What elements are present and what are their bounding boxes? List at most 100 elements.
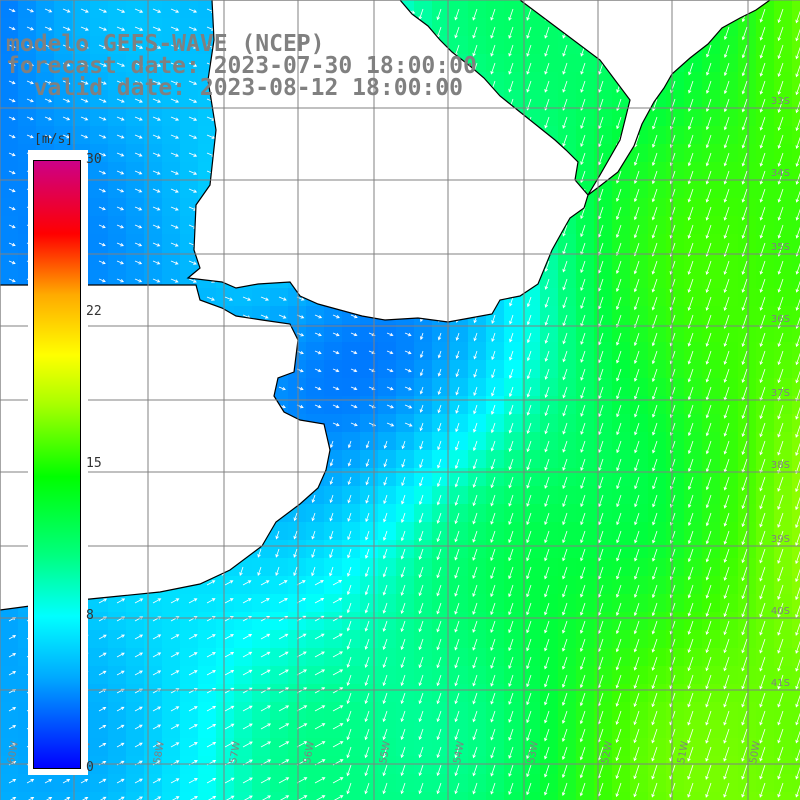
- wind-arrow: [544, 80, 550, 93]
- wind-arrow: [134, 206, 143, 211]
- wind-arrow: [508, 44, 514, 57]
- wind-cell: [306, 792, 324, 800]
- wind-arrow: [598, 62, 604, 75]
- wind-arrow: [472, 26, 478, 39]
- colorbar-tick-15: 15: [86, 456, 102, 471]
- wind-cell: [594, 792, 612, 800]
- wind-arrow: [759, 206, 766, 221]
- wind-cell: [90, 792, 108, 800]
- wind-arrow: [490, 44, 496, 57]
- wind-arrow: [188, 8, 198, 13]
- wind-arrow: [795, 190, 800, 203]
- wind-arrow: [759, 26, 766, 41]
- wind-arrow: [777, 260, 784, 275]
- wind-arrow: [278, 296, 287, 301]
- wind-arrow: [741, 26, 748, 41]
- wind-arrow: [777, 134, 784, 149]
- wind-arrow: [170, 8, 180, 13]
- wind-arrow: [741, 278, 748, 293]
- wind-arrow: [188, 260, 197, 265]
- wind-arrow: [170, 116, 180, 121]
- wind-arrow: [615, 296, 622, 310]
- wind-arrow: [598, 188, 604, 202]
- wind-cell: [792, 72, 800, 90]
- wind-arrow: [508, 80, 514, 93]
- wind-arrow: [98, 8, 108, 13]
- wind-arrow: [490, 8, 496, 21]
- wind-cell: [144, 792, 162, 800]
- wind-arrow: [723, 260, 730, 275]
- wind-arrow: [62, 62, 71, 67]
- wind-cell: [540, 792, 558, 800]
- wind-arrow: [526, 8, 532, 21]
- colorbar-tick-22: 22: [86, 304, 102, 319]
- wind-arrow: [508, 62, 514, 75]
- wind-cell: [180, 792, 198, 800]
- wind-arrow: [152, 278, 161, 283]
- wind-cell: [792, 630, 800, 648]
- wind-arrow: [741, 116, 748, 131]
- wind-arrow: [759, 296, 766, 311]
- wind-arrow: [188, 188, 198, 193]
- wind-arrow: [759, 170, 766, 185]
- wind-arrow: [562, 260, 568, 273]
- wind-cell: [72, 792, 90, 800]
- wind-cell: [792, 612, 800, 630]
- wind-arrow: [152, 8, 162, 13]
- wind-arrow: [80, 62, 89, 67]
- wind-arrow: [651, 188, 658, 203]
- wind-arrow: [134, 98, 143, 103]
- wind-arrow: [759, 134, 766, 149]
- wind-arrow: [8, 278, 16, 283]
- wind-arrow: [562, 116, 568, 129]
- wind-arrow: [134, 26, 144, 31]
- wind-arrow: [526, 314, 532, 326]
- wind-cell: [792, 666, 800, 684]
- wind-arrow: [116, 224, 125, 229]
- wind-arrow: [134, 188, 143, 193]
- wind-arrow: [44, 98, 53, 103]
- wind-arrow: [98, 62, 107, 67]
- wind-arrow: [616, 170, 622, 184]
- wind-arrow: [98, 224, 106, 229]
- lat-label: 38S: [771, 460, 790, 471]
- wind-arrow: [80, 26, 89, 31]
- wind-arrow: [116, 134, 125, 139]
- wind-arrow: [598, 296, 604, 310]
- wind-arrow: [687, 152, 694, 167]
- wind-cell: [792, 360, 800, 378]
- wind-arrow: [705, 170, 712, 185]
- wind-arrow: [723, 188, 730, 203]
- lat-label: 41S: [771, 678, 790, 689]
- wind-arrow: [706, 62, 712, 76]
- title-valid-date: valid date: 2023-08-12 18:00:00: [6, 75, 463, 101]
- wind-arrow: [206, 296, 215, 301]
- wind-cell: [792, 450, 800, 468]
- wind-arrow: [580, 62, 586, 75]
- wind-arrow: [526, 80, 532, 93]
- wind-arrow: [759, 98, 766, 113]
- wind-arrow: [562, 80, 568, 93]
- wind-arrow: [454, 26, 460, 39]
- wind-arrow: [651, 206, 658, 221]
- wind-arrow: [152, 26, 162, 31]
- wind-arrow: [134, 134, 143, 139]
- wind-arrow: [98, 98, 107, 103]
- wind-cell: [252, 792, 270, 800]
- lat-label: 39S: [771, 534, 790, 545]
- wind-arrow: [598, 278, 604, 292]
- wind-arrow: [759, 152, 766, 167]
- wind-arrow: [8, 134, 16, 139]
- wind-cell: [342, 792, 360, 800]
- wind-arrow: [260, 314, 269, 319]
- wind-cell: [504, 792, 522, 800]
- wind-cell: [360, 792, 378, 800]
- lat-label: 33S: [771, 96, 790, 107]
- wind-cell: [792, 648, 800, 666]
- wind-arrow: [8, 170, 16, 175]
- wind-cell: [792, 540, 800, 558]
- wind-cell: [792, 504, 800, 522]
- wind-arrow: [741, 296, 748, 311]
- wind-arrow: [152, 116, 161, 121]
- wind-arrow: [544, 116, 550, 129]
